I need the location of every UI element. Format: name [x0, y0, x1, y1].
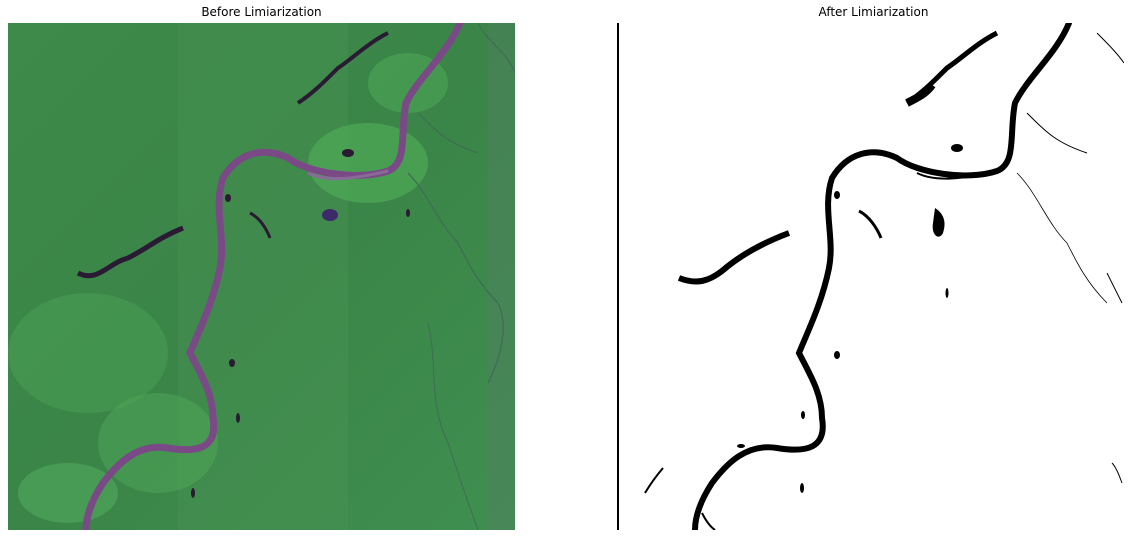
before-title: Before Limiarization — [201, 5, 322, 19]
before-image — [8, 23, 515, 530]
binary-image — [617, 23, 1124, 530]
after-image — [617, 23, 1124, 530]
after-panel: After Limiarization — [617, 0, 1130, 537]
after-title: After Limiarization — [818, 5, 929, 19]
satellite-image — [8, 23, 515, 530]
before-panel: Before Limiarization — [8, 0, 515, 537]
